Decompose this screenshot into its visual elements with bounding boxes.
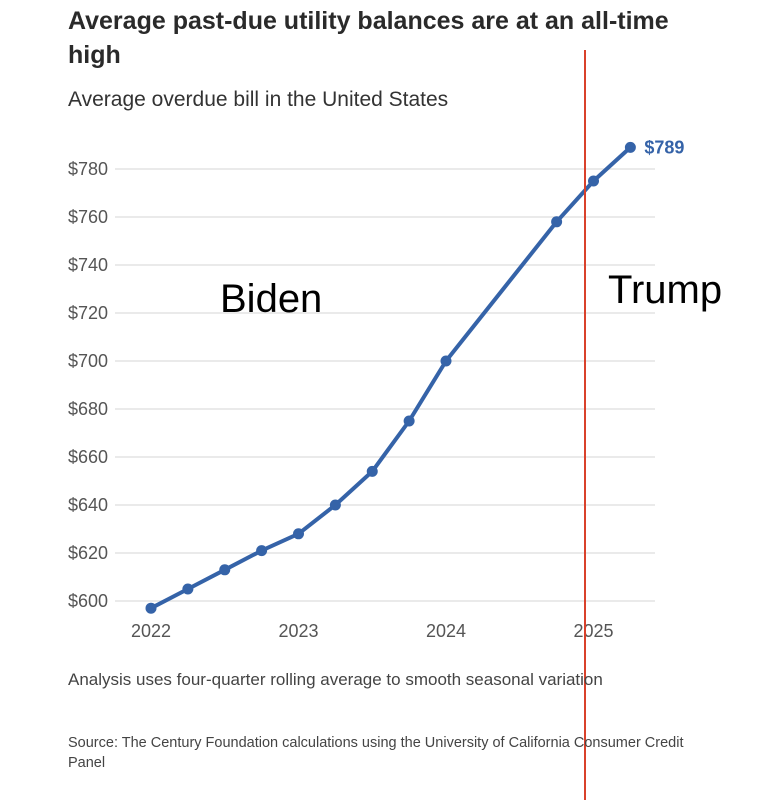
data-point [403,415,415,427]
data-point [293,528,304,540]
annotation-trump: Trump [608,268,722,312]
series-line [150,145,632,610]
data-point [182,583,194,595]
data-point [588,175,599,187]
chart-note: Analysis uses four-quarter rolling avera… [68,670,603,689]
y-tick-label: $620 [68,543,108,563]
data-point [551,216,563,228]
x-tick-label: 2024 [426,621,466,641]
data-point [219,564,231,576]
y-tick-label: $640 [68,495,108,515]
chart-title: Average past-due utility balances are at… [68,7,669,69]
chart-source: Source: The Century Foundation calculati… [68,735,684,771]
y-tick-label: $600 [68,591,108,611]
y-tick-label: $720 [68,303,108,323]
y-tick-label: $740 [68,255,108,275]
y-tick-label: $680 [68,399,108,419]
annotation-biden: Biden [220,277,322,321]
data-point [624,141,636,153]
y-tick-label: $760 [68,207,108,227]
x-tick-label: 2023 [278,621,318,641]
data-point [329,499,341,511]
end-value-label: $789 [644,137,684,157]
chart-subtitle: Average overdue bill in the United State… [68,88,449,111]
x-tick-label: 2025 [573,621,613,641]
data-point [366,465,378,477]
y-tick-label: $780 [68,159,108,179]
y-tick-label: $700 [68,351,108,371]
data-point [440,355,452,367]
x-tick-label: 2022 [131,621,171,641]
y-tick-label: $660 [68,447,108,467]
data-point [256,545,268,557]
data-point [145,602,157,614]
